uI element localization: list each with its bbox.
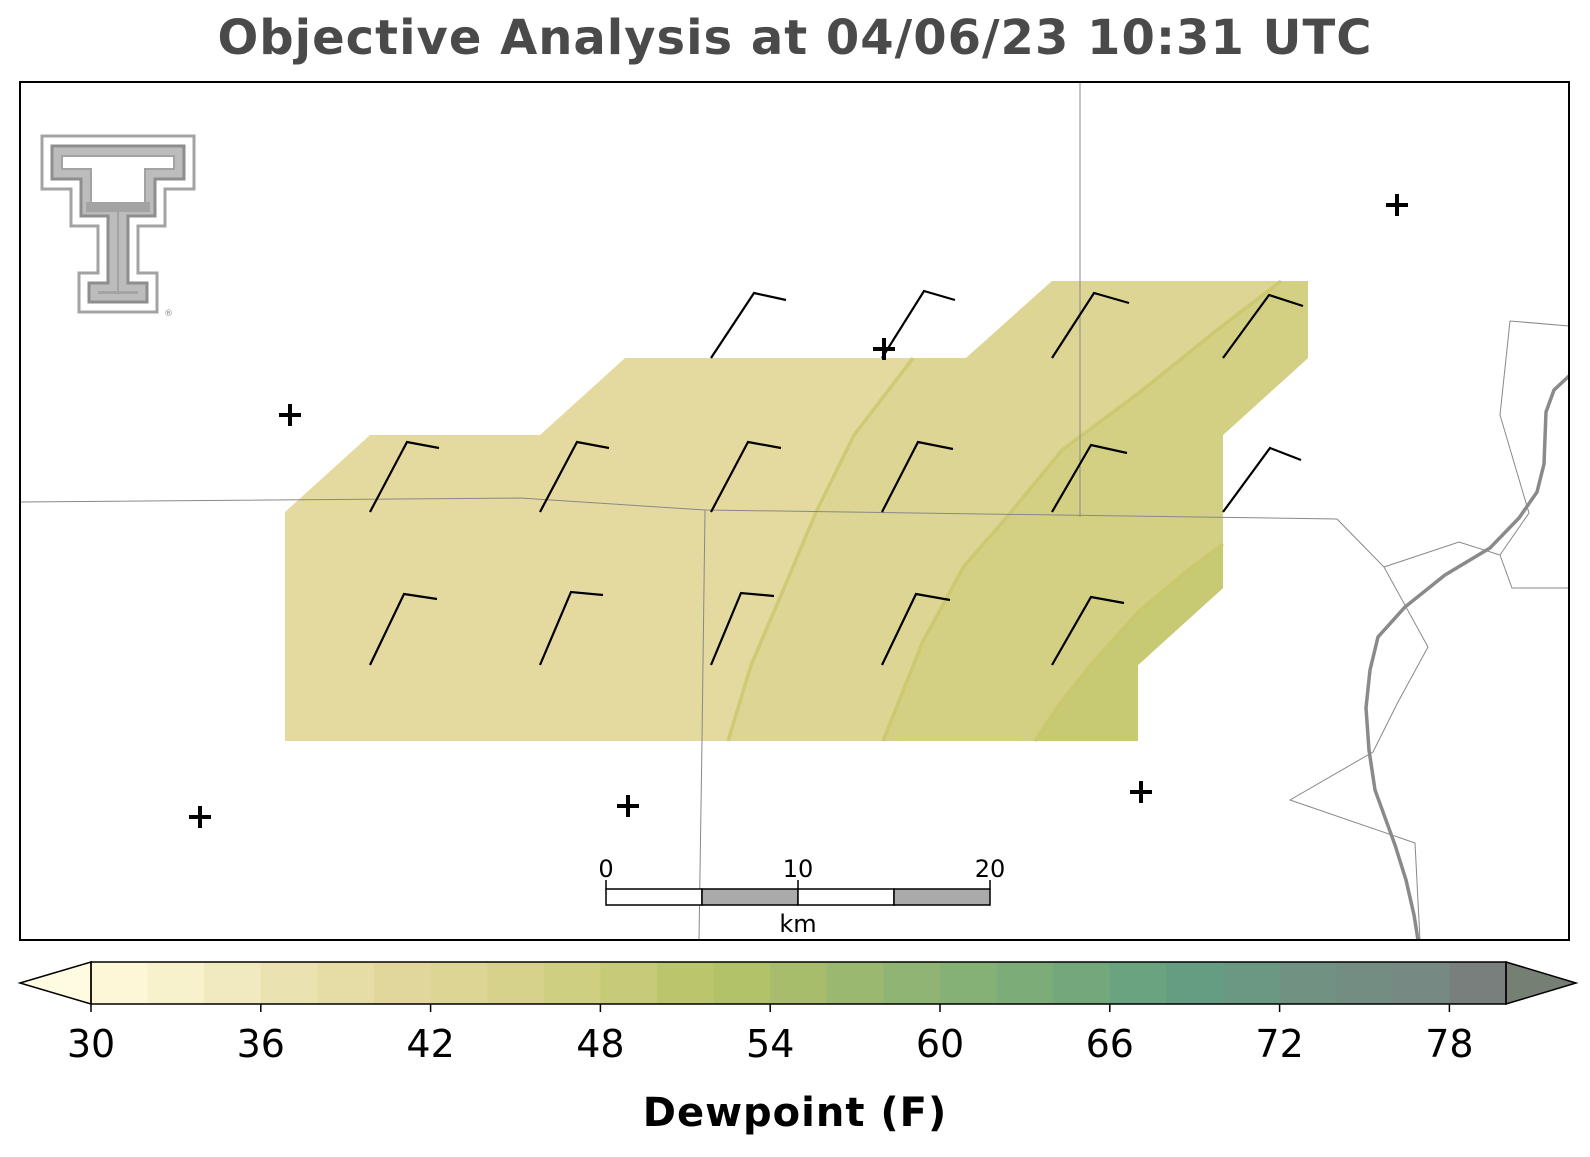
colorbar-extend-low bbox=[17, 960, 92, 1006]
colorbar-tick-label: 66 bbox=[1086, 1022, 1134, 1066]
colorbar-cell bbox=[147, 962, 205, 1004]
wind-barb-icon bbox=[1051, 443, 1128, 513]
colorbar-cell bbox=[543, 962, 601, 1004]
scale-tick-label: 20 bbox=[975, 855, 1006, 883]
colorbar-cell bbox=[374, 962, 432, 1004]
wind-barb-icon bbox=[1051, 595, 1125, 666]
colorbar-cell bbox=[996, 962, 1054, 1004]
colorbar-label: Dewpoint (F) bbox=[642, 1090, 948, 1136]
scale-unit-label: km bbox=[779, 910, 816, 938]
colorbar-cell bbox=[91, 962, 149, 1004]
station-marker-icon bbox=[617, 795, 639, 817]
colorbar-cell bbox=[317, 962, 375, 1004]
colorbar-tick-label: 36 bbox=[237, 1022, 285, 1066]
station-marker-icon bbox=[1386, 194, 1408, 216]
colorbar-frame bbox=[90, 961, 1507, 1005]
colorbar-cell bbox=[1336, 962, 1394, 1004]
station-marker-icon bbox=[1130, 781, 1152, 803]
county-boundaries bbox=[20, 82, 1569, 940]
colorbar-cell bbox=[260, 962, 318, 1004]
colorbar-cell bbox=[657, 962, 715, 1004]
wind-barb-icon bbox=[539, 440, 610, 513]
map-title: Objective Analysis at 04/06/23 10:31 UTC bbox=[217, 10, 1373, 66]
wind-barb-icon bbox=[710, 291, 787, 359]
colorbar-cell bbox=[713, 962, 771, 1004]
texas-tech-logo: ® bbox=[40, 134, 196, 319]
dewpoint-fill-band bbox=[883, 281, 1308, 741]
colorbar-cell bbox=[487, 962, 545, 1004]
colorbar-extend-high bbox=[1505, 960, 1579, 1006]
colorbar-tick-label: 42 bbox=[406, 1022, 454, 1066]
station-markers bbox=[189, 194, 1408, 828]
wind-barb-icon bbox=[1222, 446, 1302, 513]
scale-segment bbox=[797, 888, 895, 906]
colorbar-cell bbox=[770, 962, 828, 1004]
colorbar-cell bbox=[1109, 962, 1167, 1004]
wind-barb-icon bbox=[1222, 293, 1304, 359]
dewpoint-contour-line bbox=[881, 279, 1283, 742]
colorbar-cell bbox=[1392, 962, 1450, 1004]
colorbar-cell bbox=[1449, 962, 1507, 1004]
scale-tick-label: 0 bbox=[598, 855, 613, 883]
station-marker-icon bbox=[189, 806, 211, 828]
colorbar-tick-label: 54 bbox=[746, 1022, 794, 1066]
station-marker-icon bbox=[279, 404, 301, 426]
wind-barb-icon bbox=[881, 289, 956, 359]
colorbar-cell bbox=[826, 962, 884, 1004]
dewpoint-contour-line bbox=[726, 356, 915, 742]
colorbar-cell bbox=[1279, 962, 1337, 1004]
colorbar-cell bbox=[883, 962, 941, 1004]
scale-segment bbox=[605, 888, 703, 906]
colorbar-tick-label: 60 bbox=[916, 1022, 964, 1066]
wind-barb-icon bbox=[709, 591, 775, 666]
scale-tick-label: 10 bbox=[783, 855, 814, 883]
scale-segment bbox=[701, 888, 799, 906]
wind-barb-icon bbox=[1051, 291, 1130, 359]
colorbar-tick-label: 72 bbox=[1255, 1022, 1303, 1066]
colorbar-tick-label: 78 bbox=[1425, 1022, 1473, 1066]
colorbar-cell bbox=[1053, 962, 1111, 1004]
colorbar-tick-label: 48 bbox=[576, 1022, 624, 1066]
svg-text:®: ® bbox=[164, 309, 173, 319]
map-frame bbox=[19, 81, 1570, 941]
colorbar: 30 36 42 48 54 60 66 72 78 bbox=[17, 960, 1579, 1066]
colorbar-cell bbox=[204, 962, 262, 1004]
wind-barb-icon bbox=[881, 592, 951, 666]
scale-bar: 0 10 20 km bbox=[598, 855, 1005, 938]
highway-line bbox=[1364, 374, 1569, 940]
colorbar-cell bbox=[1166, 962, 1224, 1004]
scale-segment bbox=[893, 888, 991, 906]
colorbar-cell bbox=[600, 962, 658, 1004]
wind-barb-icon bbox=[369, 592, 438, 666]
map-content bbox=[20, 82, 1569, 940]
colorbar-tick-label: 30 bbox=[67, 1022, 115, 1066]
colorbar-cell bbox=[1223, 962, 1281, 1004]
dewpoint-fill-band bbox=[1035, 544, 1223, 741]
colorbar-cell bbox=[430, 962, 488, 1004]
wind-barb-icon bbox=[710, 440, 782, 513]
wind-barb-icon bbox=[538, 590, 604, 666]
wind-barb-icon bbox=[369, 440, 440, 513]
wind-barbs bbox=[369, 289, 1304, 666]
wind-barb-icon bbox=[881, 440, 954, 513]
colorbar-cell bbox=[940, 962, 998, 1004]
dewpoint-contour-line bbox=[1033, 542, 1225, 742]
